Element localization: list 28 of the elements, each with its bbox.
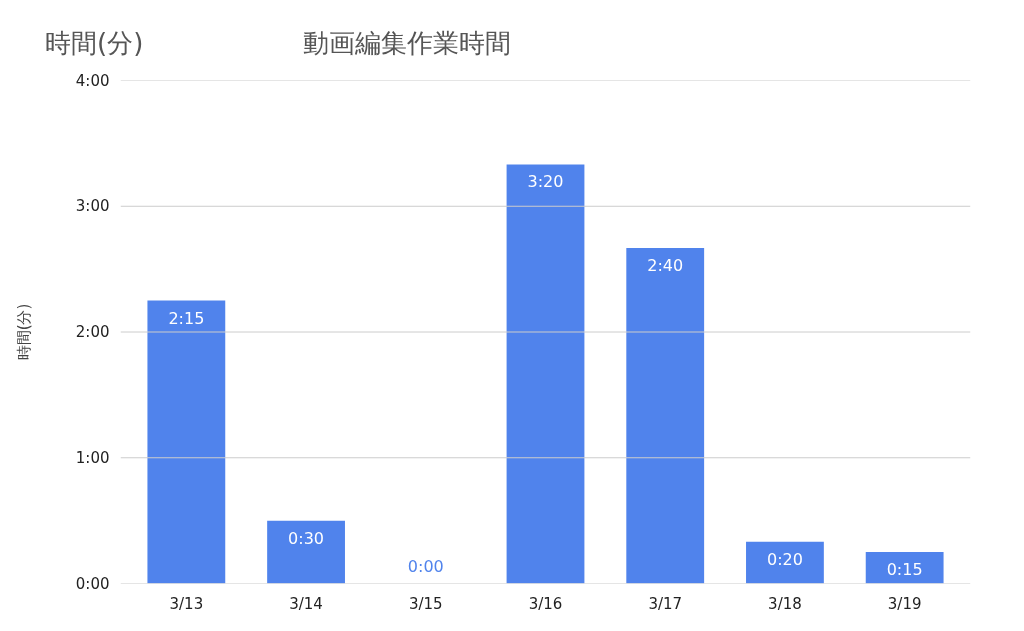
- y-tick-label: 4:00: [75, 71, 110, 90]
- data-label: 2:40: [647, 256, 684, 276]
- data-label: 2:15: [168, 308, 205, 328]
- bar: [267, 520, 345, 584]
- data-label: 0:15: [886, 560, 923, 580]
- bar: [147, 300, 226, 584]
- bar: [865, 552, 944, 584]
- x-tick-label: 3/16: [528, 594, 563, 613]
- x-tick-label: 3/13: [169, 594, 204, 613]
- y-tick-label: 3:00: [75, 197, 110, 216]
- text: 時間(分): [45, 27, 144, 60]
- x-tick-label: 3/14: [289, 594, 323, 613]
- data-label: 0:30: [288, 528, 325, 548]
- y-tick-label: 2:00: [75, 323, 110, 341]
- bar: [746, 541, 824, 584]
- chart-title: 動画編集作業時間: [303, 27, 512, 60]
- y-tick-label: 0:00: [75, 574, 110, 593]
- data-label: 0:20: [766, 549, 803, 569]
- data-label: 3:20: [527, 172, 564, 192]
- y-tick-label: 1:00: [75, 448, 110, 467]
- bar: [506, 164, 585, 584]
- x-tick-label: 3/19: [887, 594, 922, 613]
- x-tick-label: 3/17: [648, 594, 683, 613]
- data-label: 0:00: [407, 556, 444, 576]
- x-tick-label: 3/18: [768, 594, 802, 613]
- y-axis-title: 時間(分): [14, 303, 33, 361]
- bar: [626, 248, 705, 584]
- x-tick-label: 3/15: [408, 594, 443, 613]
